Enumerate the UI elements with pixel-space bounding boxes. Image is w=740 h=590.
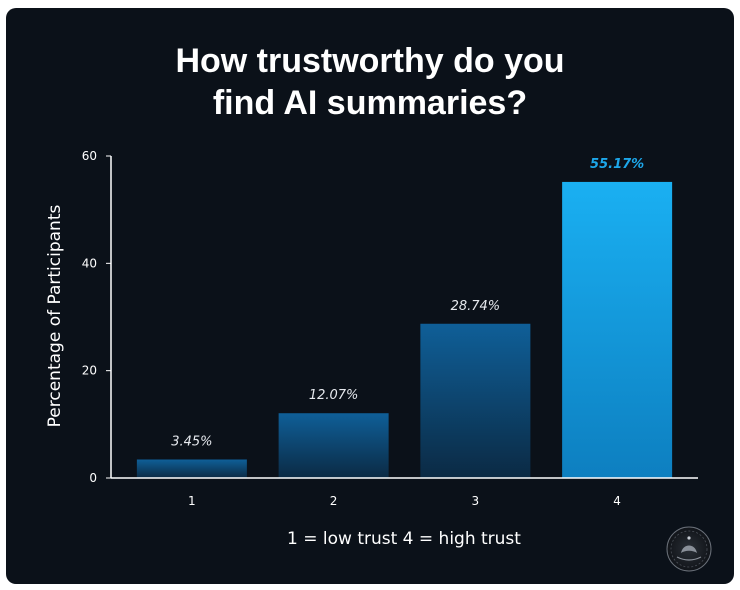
y-tick-label-60: 60 xyxy=(82,149,97,163)
x-tick-label-3: 3 xyxy=(472,494,480,508)
round-logo-icon xyxy=(666,526,712,572)
bar-1 xyxy=(136,459,247,478)
x-tick-label-4: 4 xyxy=(613,494,621,508)
x-tick-label-2: 2 xyxy=(330,494,338,508)
chart-card: How trustworthy do you find AI summaries… xyxy=(6,8,734,584)
data-label-2: 12.07% xyxy=(309,388,359,403)
data-label-4: 55.17% xyxy=(590,157,644,172)
bar-2 xyxy=(278,413,389,478)
bar-chart: How trustworthy do you find AI summaries… xyxy=(45,42,712,572)
bars-group: 3.45% 12.07% 28.74% 55.17% xyxy=(136,157,673,478)
y-tick-label-40: 40 xyxy=(82,256,97,270)
x-axis-label: 1 = low trust 4 = high trust xyxy=(287,529,521,549)
y-tick-label-0: 0 xyxy=(89,471,97,485)
chart-title-line-2: find AI summaries? xyxy=(213,84,527,122)
data-label-3: 28.74% xyxy=(451,299,501,314)
x-ticks-group: 1 2 3 4 xyxy=(188,494,621,508)
bar-3 xyxy=(420,323,531,478)
y-ticks-group: 0 20 40 60 xyxy=(82,149,111,485)
data-label-1: 3.45% xyxy=(171,434,212,449)
chart-title-line-1: How trustworthy do you xyxy=(175,42,564,80)
y-tick-label-20: 20 xyxy=(82,364,97,378)
x-tick-label-1: 1 xyxy=(188,494,196,508)
y-axis-label: Percentage of Participants xyxy=(45,205,65,428)
bar-4 xyxy=(562,181,673,478)
